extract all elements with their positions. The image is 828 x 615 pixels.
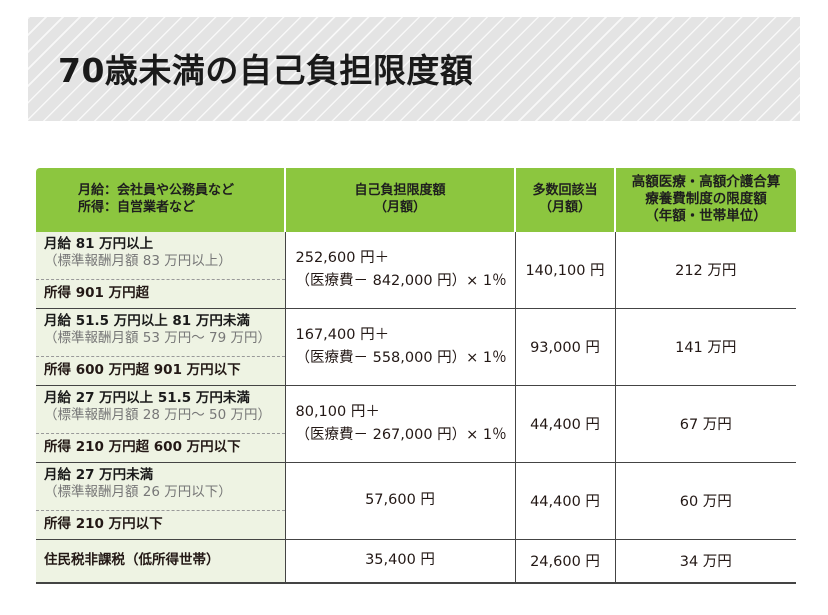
table-subrow: 所得 600 万円超 901 万円以下 — [36, 355, 796, 385]
household-cell: 60 万円 — [615, 461, 796, 539]
household-cell: 141 万円 — [615, 307, 796, 385]
table-subrow: 所得 210 万円超 600 万円以下 — [36, 432, 796, 462]
header-category-line1: 月給：会社員や公務員など — [78, 183, 235, 198]
limit-base: 80,100 円＋ — [295, 403, 380, 420]
table-row: 住民税非課税（低所得世帯） 35,400 円 24,600 円 34 万円 — [36, 538, 796, 584]
multi-cell: 44,400 円 — [515, 384, 616, 462]
salary-note: （標準報酬月額 53 万円～ 79 万円） — [44, 329, 272, 346]
category-cell: 住民税非課税（低所得世帯） — [36, 538, 286, 584]
header-household-line2: 療養費制度の限度額 — [645, 190, 767, 207]
limit-formula: （医療費－ 842,000 円）× 1％ — [295, 272, 507, 289]
salary-note: （標準報酬月額 28 万円～ 50 万円） — [44, 406, 272, 423]
salary-cell: 月給 51.5 万円以上 81 万円未満 （標準報酬月額 53 万円～ 79 万… — [36, 307, 286, 356]
salary-label: 月給 27 万円未満 — [44, 466, 154, 483]
salary-cell: 月給 81 万円以上 （標準報酬月額 83 万円以上） — [36, 230, 286, 279]
salary-label: 月給 51.5 万円以上 81 万円未満 — [44, 312, 250, 329]
income-cell: 所得 901 万円超 — [36, 278, 286, 308]
household-cell: 67 万円 — [615, 384, 796, 462]
header-multi: 多数回該当 （月額） — [514, 168, 615, 231]
header-multi-line1: 多数回該当 — [532, 183, 598, 198]
limit-cell: 80,100 円＋ （医療費－ 267,000 円）× 1％ — [285, 384, 516, 462]
header-household: 高額医療・高額介護合算 療養費制度の限度額 （年額・世帯単位） — [614, 168, 796, 231]
table-header-row: 月給：会社員や公務員など 所得：自営業者など 自己負担限度額 （月額） 多数回該… — [36, 168, 796, 231]
salary-cell: 月給 27 万円未満 （標準報酬月額 26 万円以下） — [36, 461, 286, 510]
table-row: 月給 81 万円以上 （標準報酬月額 83 万円以上） 252,600 円＋ （… — [36, 230, 796, 308]
header-limit-line1: 自己負担限度額 — [354, 183, 446, 198]
limit-cell: 57,600 円 — [285, 461, 516, 539]
header-category-line2: 所得：自営業者など — [78, 200, 196, 215]
multi-cell: 140,100 円 — [515, 230, 616, 308]
page-title: 70歳未満の自己負担限度額 — [58, 51, 474, 90]
table-row: 月給 27 万円以上 51.5 万円未満 （標準報酬月額 28 万円～ 50 万… — [36, 384, 796, 462]
table-subrow: 所得 210 万円以下 — [36, 509, 796, 539]
header-household-line1: 高額医療・高額介護合算 — [631, 173, 781, 190]
salary-label: 月給 27 万円以上 51.5 万円未満 — [44, 389, 250, 406]
salary-note: （標準報酬月額 83 万円以上） — [44, 253, 232, 269]
limit-cell: 252,600 円＋ （医療費－ 842,000 円）× 1％ — [285, 230, 516, 308]
table-row: 月給 27 万円未満 （標準報酬月額 26 万円以下） 57,600 円 44,… — [36, 461, 796, 539]
limit-cell: 167,400 円＋ （医療費－ 558,000 円）× 1％ — [285, 307, 516, 385]
table-subrow: 所得 901 万円超 — [36, 278, 796, 308]
limit-base: 167,400 円＋ — [295, 326, 390, 343]
header-multi-line2: （月額） — [538, 200, 591, 215]
header-limit: 自己負担限度額 （月額） — [284, 168, 515, 231]
limit-formula: （医療費－ 267,000 円）× 1％ — [295, 426, 507, 443]
income-cell: 所得 600 万円超 901 万円以下 — [36, 355, 286, 385]
salary-cell: 月給 27 万円以上 51.5 万円未満 （標準報酬月額 28 万円～ 50 万… — [36, 384, 286, 433]
multi-cell: 44,400 円 — [515, 461, 616, 539]
limit-formula: （医療費－ 558,000 円）× 1％ — [295, 349, 507, 366]
header-household-line3: （年額・世帯単位） — [645, 207, 767, 224]
limit-cell: 35,400 円 — [285, 538, 516, 584]
table-row: 月給 51.5 万円以上 81 万円未満 （標準報酬月額 53 万円～ 79 万… — [36, 307, 796, 385]
header-limit-line2: （月額） — [373, 200, 426, 215]
household-cell: 212 万円 — [615, 230, 796, 308]
income-cell: 所得 210 万円以下 — [36, 509, 286, 539]
title-banner — [28, 17, 800, 121]
multi-cell: 93,000 円 — [515, 307, 616, 385]
cost-limit-table: 月給：会社員や公務員など 所得：自営業者など 自己負担限度額 （月額） 多数回該… — [36, 168, 796, 584]
household-cell: 34 万円 — [615, 538, 796, 584]
salary-label: 月給 81 万円以上 — [44, 236, 154, 252]
header-category: 月給：会社員や公務員など 所得：自営業者など — [36, 168, 285, 231]
limit-base: 252,600 円＋ — [295, 249, 390, 266]
multi-cell: 24,600 円 — [515, 538, 616, 584]
salary-note: （標準報酬月額 26 万円以下） — [44, 483, 232, 500]
income-cell: 所得 210 万円超 600 万円以下 — [36, 432, 286, 462]
